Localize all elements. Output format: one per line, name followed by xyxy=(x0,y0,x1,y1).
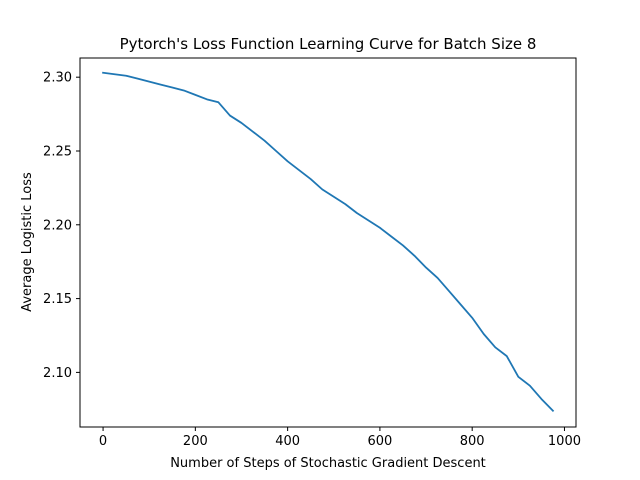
x-tick-label: 0 xyxy=(99,434,107,449)
series-line xyxy=(102,71,555,413)
x-tick-label: 200 xyxy=(183,434,208,449)
y-axis-title: Average Logistic Loss xyxy=(20,172,35,312)
y-tick-label: 2.30 xyxy=(43,71,72,86)
x-tick-label: 600 xyxy=(367,434,392,449)
x-tick-label: 800 xyxy=(460,434,485,449)
plot-area xyxy=(102,71,555,413)
y-tick-label: 2.15 xyxy=(43,292,72,307)
x-tick-label: 400 xyxy=(275,434,300,449)
chart-title: Pytorch's Loss Function Learning Curve f… xyxy=(120,35,537,53)
plot-frame xyxy=(79,57,577,428)
y-tick-label: 2.25 xyxy=(43,144,72,159)
x-axis-title: Number of Steps of Stochastic Gradient D… xyxy=(170,456,486,471)
x-axis: 0 200 400 600 800 1000 xyxy=(99,427,581,449)
x-tick-label: 1000 xyxy=(548,434,581,449)
y-axis: 2.10 2.15 2.20 2.25 2.30 xyxy=(43,71,80,381)
y-tick-label: 2.20 xyxy=(43,218,72,233)
y-tick-label: 2.10 xyxy=(43,366,72,381)
